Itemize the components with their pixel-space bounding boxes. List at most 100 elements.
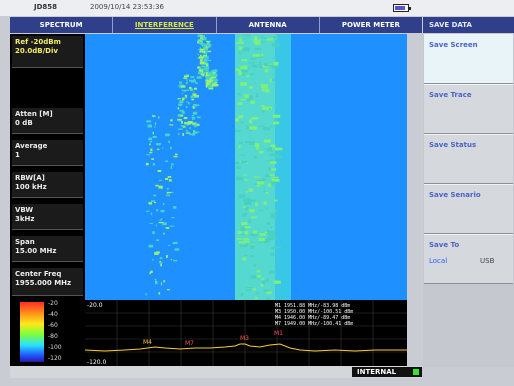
spectrogram-pixel: [151, 200, 156, 202]
spectrogram-pixel: [262, 281, 266, 285]
spectrogram-pixel: [254, 47, 259, 51]
spectrogram-pixel: [208, 75, 213, 77]
spectrogram-pixel: [181, 89, 186, 91]
colorbar-tick: -40: [48, 311, 58, 318]
spectrogram-pixel: [253, 176, 260, 178]
spectrogram-pixel: [261, 89, 270, 92]
trace-panel[interactable]: -20.0 -120.0 M4 M7 M3 M1 M1 1951.88 MHz/…: [84, 300, 407, 366]
spectrogram-pixel: [183, 97, 185, 99]
spectrogram-pixel: [202, 37, 207, 39]
spectrogram-pixel: [195, 105, 197, 108]
rbw-box[interactable]: RBW[A] 100 kHz: [12, 172, 83, 198]
spectrogram-pixel: [186, 74, 190, 76]
marker-label[interactable]: M3: [240, 335, 249, 342]
spectrogram-pixel: [153, 194, 157, 197]
spectrogram-pixel: [257, 184, 261, 188]
spectrogram-pixel: [263, 139, 272, 143]
spectrogram-pixel: [244, 230, 249, 235]
vbw-box[interactable]: VBW 3kHz: [12, 204, 83, 230]
spectrogram-pixel: [174, 153, 178, 156]
spectrogram-pixel: [262, 106, 269, 111]
spectrogram-pixel: [239, 38, 247, 40]
marker-label[interactable]: M1: [274, 330, 283, 337]
spectrogram-pixel: [160, 218, 163, 221]
spectrogram-pixel: [197, 54, 199, 56]
spectrogram-pixel: [189, 86, 192, 90]
spectrogram-pixel: [149, 151, 153, 154]
spectrogram-pixel: [160, 263, 162, 267]
spectrogram-pixel: [210, 73, 214, 76]
spectrogram-pixel: [245, 289, 251, 292]
spectrogram-pixel: [183, 116, 188, 120]
spectrogram-pixel: [260, 283, 264, 287]
spectrogram-pixel: [248, 188, 253, 192]
spectrogram-pixel: [159, 179, 162, 182]
marker-label[interactable]: M7: [185, 340, 194, 347]
spectrogram-pixel: [208, 86, 214, 90]
spectrogram-pixel: [261, 108, 265, 113]
spectrogram-pixel: [184, 94, 188, 97]
spectrogram-pixel: [255, 292, 260, 294]
spectrogram-pixel: [213, 79, 218, 83]
spectrogram-pixel: [269, 174, 275, 176]
spectrogram-pixel: [255, 93, 259, 98]
spectrogram-pixel: [238, 115, 244, 119]
span-box[interactable]: Span 15.00 MHz: [12, 236, 83, 262]
atten-box[interactable]: Atten [M] 0 dB: [12, 108, 83, 134]
tab-power-meter[interactable]: POWER METER: [341, 21, 400, 29]
spectrogram-pixel: [180, 125, 185, 127]
save-screen-button[interactable]: Save Screen: [424, 34, 513, 84]
save-senario-button[interactable]: Save Senario: [424, 184, 513, 234]
spectrogram-pixel: [274, 155, 282, 159]
spectrogram-pixel: [238, 71, 243, 76]
spectrogram-display[interactable]: [85, 34, 407, 300]
ref-level-box[interactable]: Ref -20dBm 20.0dB/Div: [12, 36, 83, 68]
save-to-option-usb[interactable]: USB: [480, 257, 495, 265]
spectrogram-pixel: [145, 154, 151, 156]
spectrogram-pixel: [245, 140, 251, 143]
spectrogram-pixel: [182, 126, 186, 128]
tab-spectrum[interactable]: SPECTRUM: [10, 17, 114, 33]
average-box[interactable]: Average 1: [12, 140, 83, 166]
spectrogram-pixel: [165, 177, 169, 181]
spectrogram-pixel: [270, 159, 274, 163]
spectrogram-pixel: [172, 241, 178, 245]
spectrogram-pixel: [253, 230, 258, 235]
marker-label[interactable]: M4: [143, 339, 152, 346]
marker-readout: M3 1950.00 MHz/-100.51 dBm: [275, 309, 353, 315]
colorbar-tick: -60: [48, 322, 58, 329]
spectrogram-pixel: [254, 143, 260, 147]
spectrogram-pixel: [183, 75, 189, 78]
spectrogram-pixel: [208, 71, 210, 73]
spectrogram-pixel: [158, 185, 163, 189]
spectrogram-pixel: [205, 48, 209, 50]
spectrogram-pixel: [273, 280, 281, 284]
top-status-bar: [0, 0, 514, 16]
spectrogram-pixel: [170, 191, 174, 193]
save-status-button[interactable]: Save Status: [424, 134, 513, 184]
spectrogram-pixel: [185, 105, 188, 108]
interference-band-edge: [275, 34, 291, 300]
tab-interference[interactable]: INTERFERENCE: [113, 17, 217, 33]
spectrogram-pixel: [192, 93, 197, 97]
save-to-button[interactable]: Save To Local USB: [424, 234, 513, 284]
spectrogram-pixel: [209, 84, 212, 87]
spectrogram-pixel: [270, 144, 276, 148]
spectrogram-pixel: [181, 85, 186, 88]
center-freq-box[interactable]: Center Freq 1955.000 MHz: [12, 268, 83, 296]
spectrogram-pixel: [274, 104, 277, 108]
save-trace-button[interactable]: Save Trace: [424, 84, 513, 134]
ref-scale-value: 20.0dB/Div: [15, 47, 58, 55]
spectrogram-pixel: [244, 226, 251, 229]
trace-grid: [85, 300, 407, 366]
spectrogram-pixel: [155, 280, 157, 282]
tab-antenna[interactable]: ANTENNA: [217, 17, 320, 33]
save-to-option-local[interactable]: Local: [429, 257, 448, 265]
spectrogram-pixel: [207, 78, 210, 81]
spectrogram-pixel: [193, 131, 198, 134]
spectrogram-pixel: [183, 77, 188, 79]
spectrogram-pixel: [166, 188, 169, 190]
spectrogram-pixel: [192, 91, 195, 93]
spectrogram-pixel: [214, 81, 218, 84]
spectrogram-pixel: [196, 116, 201, 119]
